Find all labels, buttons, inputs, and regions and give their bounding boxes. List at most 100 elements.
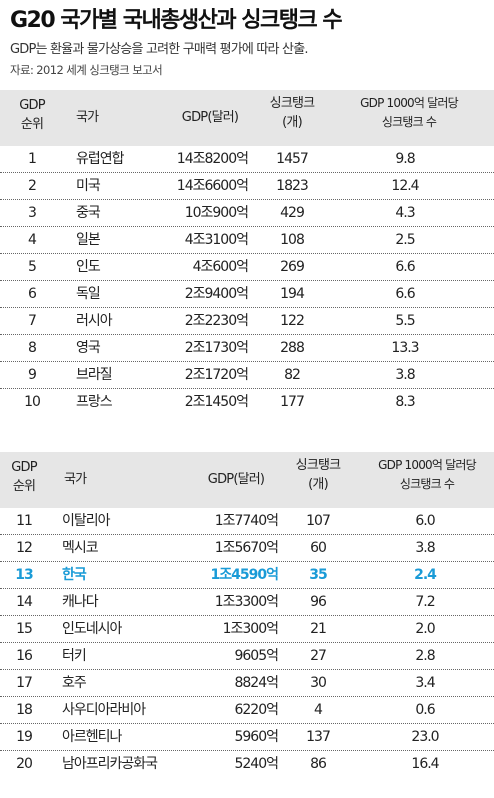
cell-thinktanks: 35: [309, 567, 327, 583]
header-country: 국가: [64, 472, 87, 487]
source-note: 자료: 2012 세계 싱크탱크 보고서: [10, 63, 163, 77]
cell-thinktanks: 96: [310, 594, 327, 610]
cell-gdp: 1조300억: [222, 621, 279, 637]
cell-country: 멕시코: [62, 540, 99, 556]
cell-thinktanks: 82: [284, 367, 301, 383]
cell-thinktanks: 108: [280, 232, 305, 248]
table-row: 18 사우디아라비아 6220억 4 0.6: [0, 697, 494, 724]
cell-rank: 13: [15, 567, 33, 583]
cell-rank: 9: [28, 367, 37, 383]
header-rank: GDP 순위: [12, 98, 52, 132]
cell-country: 인도: [76, 259, 101, 275]
cell-thinktanks: 137: [306, 729, 331, 745]
header-thinktanks-line1: 싱크탱크: [269, 96, 315, 111]
cell-gdp: 4조600억: [192, 259, 249, 275]
cell-ratio: 2.0: [415, 621, 435, 637]
cell-rank: 6: [28, 286, 37, 302]
cell-ratio: 6.6: [395, 259, 415, 275]
cell-ratio: 5.5: [395, 313, 415, 329]
table-row: 12 멕시코 1조5670억 60 3.8: [0, 535, 494, 562]
cell-country: 일본: [76, 232, 101, 248]
header-thinktanks-line2: (개): [308, 477, 329, 492]
cell-thinktanks: 288: [280, 340, 305, 356]
table-row: 11 이탈리아 1조7740억 107 6.0: [0, 508, 494, 535]
cell-country: 아르헨티나: [62, 729, 122, 745]
cell-rank: 16: [16, 648, 33, 664]
cell-rank: 12: [16, 540, 33, 556]
cell-ratio: 7.2: [415, 594, 435, 610]
cell-thinktanks: 27: [310, 648, 327, 664]
cell-ratio: 8.3: [395, 394, 415, 410]
subtitle: GDP는 환율과 물가상승을 고려한 구매력 평가에 따라 산출.: [10, 42, 309, 57]
cell-ratio: 16.4: [411, 756, 439, 772]
header-ratio-line1: GDP 1000억 달러당: [360, 96, 459, 110]
cell-rank: 15: [16, 621, 33, 637]
cell-gdp: 2조1720억: [184, 367, 249, 383]
cell-gdp: 14조8200억: [176, 151, 249, 167]
cell-ratio: 2.8: [415, 648, 435, 664]
cell-thinktanks: 177: [280, 394, 305, 410]
cell-rank: 4: [28, 232, 37, 248]
cell-gdp: 2조9400억: [184, 286, 249, 302]
header-ratio-line2: 싱크탱크 수: [381, 115, 437, 129]
cell-gdp: 8824억: [234, 675, 279, 691]
cell-thinktanks: 429: [280, 205, 305, 221]
header-rank-line1: GDP: [11, 460, 37, 475]
table-header: GDP 순위 국가 GDP(달러) 싱크탱크 (개) GDP 1000억 달러당…: [0, 452, 494, 508]
cell-gdp: 2조2230억: [184, 313, 249, 329]
cell-thinktanks: 1457: [276, 151, 309, 167]
table-row: 20 남아프리카공화국 5240억 86 16.4: [0, 751, 494, 777]
table-row: 3 중국 10조900억 429 4.3: [0, 200, 494, 227]
cell-country: 영국: [76, 340, 101, 356]
cell-gdp: 5240억: [234, 756, 279, 772]
cell-country: 브라질: [76, 367, 113, 383]
table-header: GDP 순위 국가 GDP(달러) 싱크탱크 (개) GDP 1000억 달러당…: [0, 90, 494, 146]
cell-ratio: 0.6: [415, 702, 435, 718]
header-thinktanks-line2: (개): [282, 115, 303, 130]
table-row: 2 미국 14조6600억 1823 12.4: [0, 173, 494, 200]
table-row: 15 인도네시아 1조300억 21 2.0: [0, 616, 494, 643]
table-row: 6 독일 2조9400억 194 6.6: [0, 281, 494, 308]
cell-gdp: 1조4590억: [210, 567, 279, 583]
cell-thinktanks: 269: [280, 259, 305, 275]
header-rank-line1: GDP: [19, 98, 45, 113]
cell-rank: 11: [16, 513, 33, 529]
header-rank-line2: 순위: [20, 117, 44, 132]
header-ratio: GDP 1000억 달러당 싱크탱크 수: [336, 96, 482, 130]
cell-rank: 19: [16, 729, 33, 745]
cell-gdp: 1조3300억: [214, 594, 279, 610]
table-body: 11 이탈리아 1조7740억 107 6.0 12 멕시코 1조5670억 60 3.8 13 한국…: [0, 508, 494, 777]
header-ratio: GDP 1000억 달러당 싱크탱크 수: [362, 458, 492, 492]
cell-rank: 20: [16, 756, 33, 772]
table-row: 8 영국 2조1730억 288 13.3: [0, 335, 494, 362]
cell-thinktanks: 30: [310, 675, 327, 691]
cell-country: 한국: [62, 567, 87, 583]
cell-thinktanks: 86: [310, 756, 327, 772]
cell-ratio: 6.6: [395, 286, 415, 302]
cell-ratio: 2.5: [395, 232, 415, 248]
table-row: 1 유럽연합 14조8200억 1457 9.8: [0, 146, 494, 173]
cell-ratio: 6.0: [415, 513, 435, 529]
cell-country: 러시아: [76, 313, 113, 329]
header-gdp: GDP(달러): [207, 472, 265, 487]
table-row: 13 한국 1조4590억 35 2.4: [0, 562, 494, 589]
cell-ratio: 3.4: [415, 675, 435, 691]
cell-gdp: 2조1730억: [184, 340, 249, 356]
header-country: 국가: [76, 110, 99, 125]
header-rank: GDP 순위: [4, 460, 44, 494]
table-row: 14 캐나다 1조3300억 96 7.2: [0, 589, 494, 616]
cell-ratio: 23.0: [411, 729, 439, 745]
cell-country: 중국: [76, 205, 101, 221]
cell-rank: 7: [28, 313, 37, 329]
cell-rank: 8: [28, 340, 37, 356]
cell-thinktanks: 4: [314, 702, 323, 718]
cell-thinktanks: 21: [310, 621, 327, 637]
table-row: 16 터키 9605억 27 2.8: [0, 643, 494, 670]
cell-country: 호주: [62, 675, 87, 691]
cell-ratio: 13.3: [391, 340, 419, 356]
header-rank-line2: 순위: [12, 479, 36, 494]
table-row: 5 인도 4조600억 269 6.6: [0, 254, 494, 281]
cell-country: 터키: [62, 648, 87, 664]
cell-rank: 2: [28, 178, 37, 194]
